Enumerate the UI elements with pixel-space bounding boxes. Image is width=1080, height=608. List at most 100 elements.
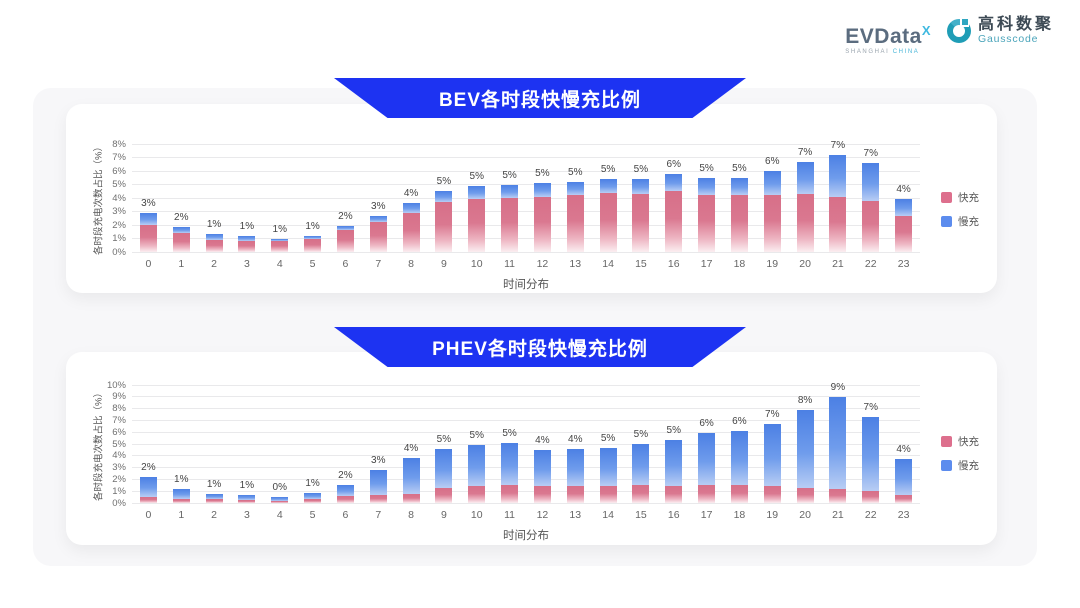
- bar-23-slow: [895, 459, 913, 495]
- bar-value-label: 2%: [338, 211, 353, 223]
- bar-value-label: 4%: [403, 443, 419, 455]
- bar-8-slow: [402, 458, 420, 494]
- phev-chart-title-banner: PHEV各时段快慢充比例: [334, 327, 746, 367]
- bar-value-label: 0%: [272, 482, 287, 494]
- x-axis-tick-label: 3: [243, 258, 250, 270]
- bar-value-label: 7%: [830, 139, 846, 151]
- bar-22-slow: [862, 162, 880, 201]
- phev-chart: 0% 1% 2% 3% 4% 5% 6% 7% 8% 9% 10% 各时段充电次数占比（%） 2% 0 1%…: [66, 352, 997, 545]
- bar-11-slow: [501, 184, 519, 198]
- bar-10-fast: [468, 486, 486, 503]
- bar-18-fast: [730, 485, 748, 503]
- chart-legend: 快充 慢充: [941, 434, 979, 473]
- legend-swatch-icon: [941, 216, 952, 227]
- x-axis-tick-label: 19: [766, 258, 779, 270]
- x-axis-tick-label: 9: [440, 509, 447, 521]
- gridline: [132, 431, 920, 433]
- gridline: [132, 251, 920, 253]
- bar-11-slow: [501, 442, 519, 486]
- bar-20-fast: [796, 193, 814, 252]
- gridline: [132, 502, 920, 504]
- y-axis-tick-label: 5%: [112, 438, 126, 450]
- bar-15-fast: [632, 485, 650, 503]
- bar-19-fast: [763, 486, 781, 503]
- bar-22-fast: [862, 200, 880, 252]
- bar-12-fast: [533, 486, 551, 503]
- gausscode-logo: 高科数聚 Gausscode: [946, 16, 1054, 45]
- bar-6-fast: [336, 230, 354, 252]
- bar-value-label: 4%: [535, 434, 550, 446]
- bar-value-label: 7%: [765, 408, 780, 420]
- bar-value-label: 5%: [502, 427, 517, 439]
- bar-value-label: 5%: [600, 432, 616, 444]
- legend-swatch-icon: [941, 436, 952, 447]
- bar-11-fast: [501, 198, 519, 252]
- x-axis-tick-label: 18: [733, 258, 746, 270]
- legend-swatch-icon: [941, 460, 952, 471]
- y-axis-tick-label: 1%: [112, 233, 126, 244]
- bar-value-label: 7%: [863, 147, 878, 159]
- y-axis-tick-label: 9%: [112, 391, 126, 403]
- x-axis-tick-label: 2: [211, 509, 217, 521]
- bar-value-label: 5%: [535, 168, 550, 180]
- x-axis-tick-label: 10: [470, 258, 483, 270]
- bar-9-fast: [435, 487, 453, 503]
- bar-1-fast: [172, 233, 190, 252]
- x-axis-tick-label: 11: [504, 509, 516, 521]
- bar-18-slow: [730, 431, 748, 486]
- y-axis-tick-label: 0%: [112, 246, 126, 258]
- gridline: [132, 443, 920, 445]
- bar-value-label: 5%: [666, 425, 681, 437]
- bar-value-label: 2%: [141, 462, 156, 474]
- gausscode-en-name: Gausscode: [977, 33, 1039, 45]
- bar-value-label: 4%: [568, 433, 583, 445]
- x-axis-tick-label: 7: [375, 509, 382, 521]
- evdata-subtext: SHANGHAI CHINA: [845, 49, 920, 55]
- y-axis-tick-label: 2%: [112, 219, 126, 231]
- bar-6-slow: [336, 226, 354, 231]
- bar-value-label: 3%: [371, 454, 386, 466]
- chart-legend: 快充 慢充: [941, 190, 979, 229]
- bar-8-fast: [402, 212, 420, 252]
- bar-5-fast: [304, 239, 322, 252]
- bar-2-fast: [205, 239, 223, 252]
- bar-1-slow: [172, 227, 190, 234]
- bar-value-label: 7%: [797, 146, 813, 158]
- bar-9-fast: [435, 202, 453, 252]
- bar-3-slow: [238, 236, 256, 241]
- x-axis-tick-label: 13: [569, 258, 582, 270]
- y-axis-tick-label: 3%: [112, 462, 126, 474]
- evdata-x-icon: X: [921, 23, 931, 38]
- bar-8-fast: [402, 493, 420, 503]
- bar-value-label: 5%: [436, 175, 452, 187]
- legend-item: 快充: [941, 190, 979, 205]
- phev-chart-card: 0% 1% 2% 3% 4% 5% 6% 7% 8% 9% 10% 各时段充电次数占比（%） 2% 0 1%…: [66, 352, 997, 545]
- bar-4-slow: [271, 239, 289, 242]
- bar-value-label: 5%: [633, 164, 649, 176]
- gridline: [132, 184, 920, 185]
- bar-3-slow: [238, 495, 256, 501]
- legend-swatch-icon: [941, 192, 952, 203]
- legend-item: 慢充: [941, 458, 979, 473]
- bar-18-slow: [730, 177, 748, 196]
- bar-value-label: 9%: [830, 381, 846, 393]
- bar-value-label: 5%: [436, 433, 452, 445]
- logo-area: EVDataX SHANGHAI CHINA 高科数聚 Gausscode: [845, 16, 1054, 55]
- x-axis-tick-label: 4: [276, 509, 283, 521]
- bar-21-fast: [829, 488, 847, 503]
- bar-4-slow: [271, 497, 289, 501]
- y-axis-tick-label: 3%: [112, 206, 126, 217]
- x-axis-tick-label: 7: [375, 258, 382, 270]
- x-axis-tick-label: 1: [178, 509, 185, 521]
- x-axis-tick-label: 15: [635, 509, 647, 521]
- bar-value-label: 2%: [174, 212, 189, 224]
- legend-item: 慢充: [941, 214, 979, 229]
- bar-12-fast: [533, 196, 551, 252]
- bar-13-slow: [566, 448, 584, 487]
- bar-6-fast: [336, 495, 354, 503]
- x-axis-tick-label: 18: [733, 509, 746, 521]
- bar-7-slow: [369, 469, 387, 496]
- bar-9-slow: [435, 448, 453, 488]
- x-axis-title: 时间分布: [503, 530, 549, 542]
- bar-13-fast: [566, 486, 584, 503]
